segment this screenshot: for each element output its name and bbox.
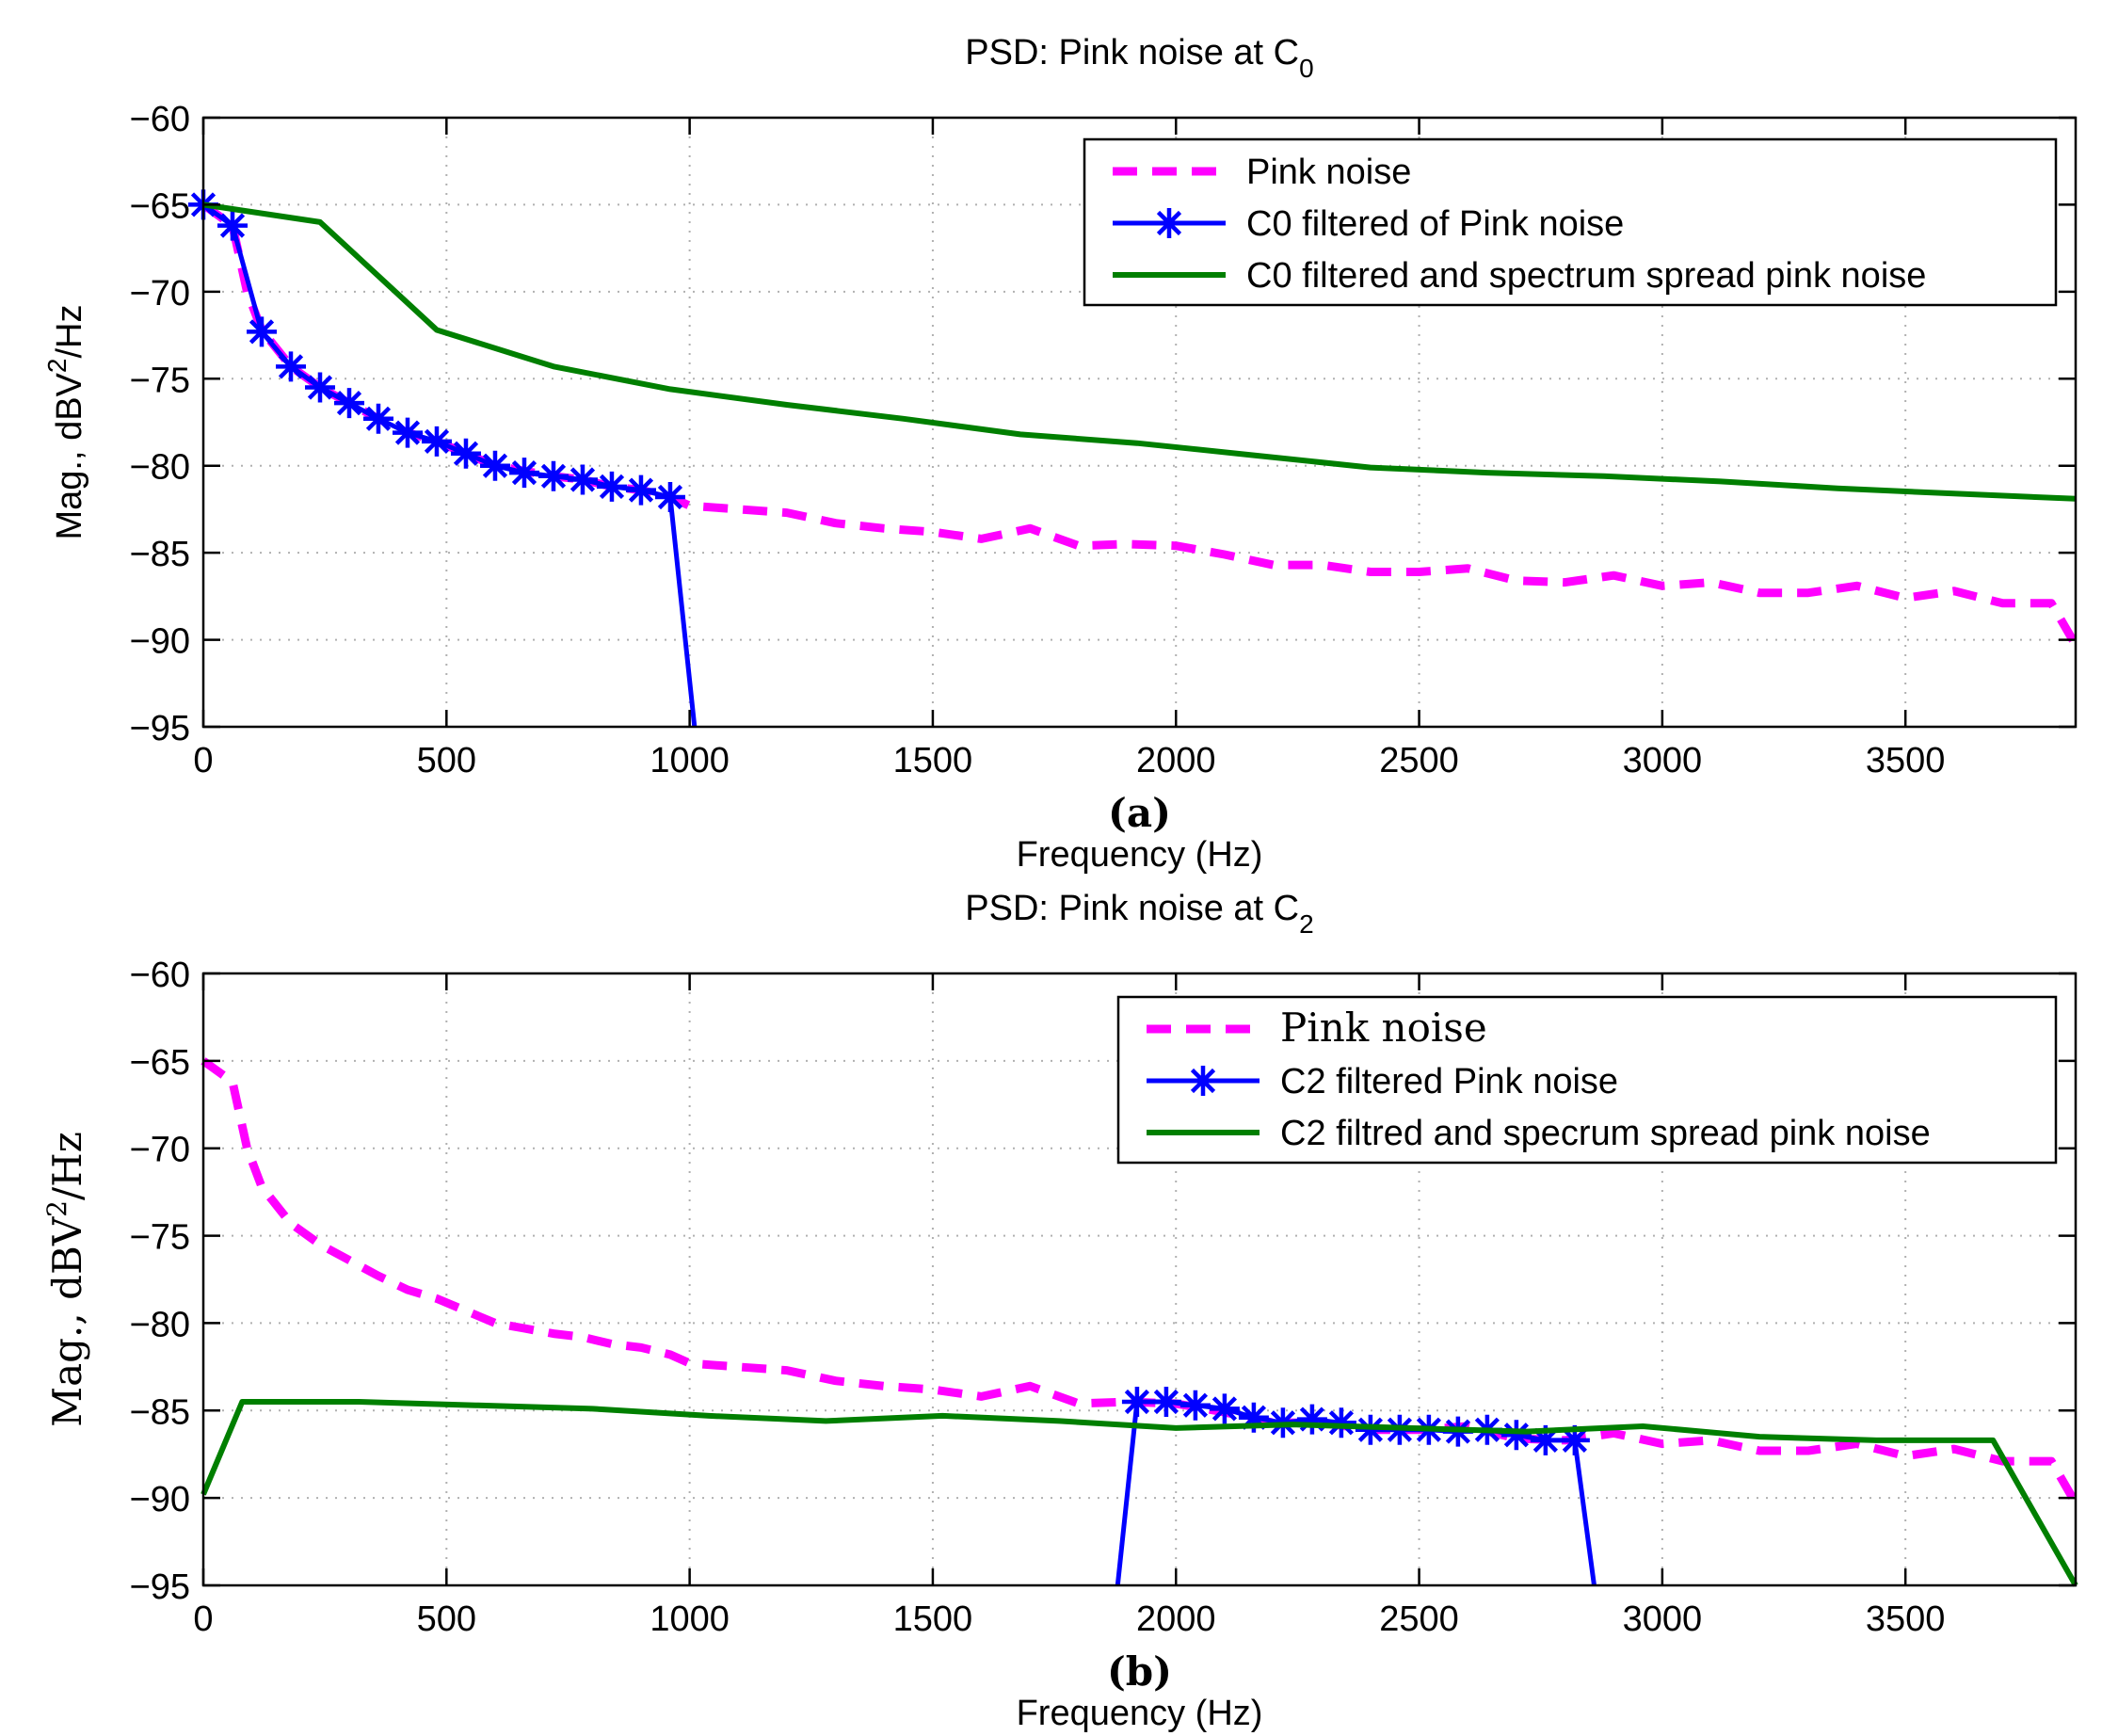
data-point-marker: [362, 403, 393, 434]
data-point-marker: [1530, 1424, 1561, 1455]
legend-label-1: Pink noise: [1246, 153, 1411, 192]
x-tick-label: 2500: [1379, 741, 1459, 780]
data-point-marker: [246, 316, 277, 347]
data-point-marker: [1121, 1387, 1152, 1417]
data-point-marker: [392, 417, 423, 448]
axes-box: [201, 972, 2078, 1587]
legend-marker: [1188, 1066, 1218, 1096]
y-axis-label-superscript: 2: [42, 359, 72, 374]
y-tick-label: −65: [130, 1043, 190, 1083]
y-tick-label: −90: [130, 622, 190, 662]
legend-label-3: C2 filtred and specrum spread pink noise: [1280, 1114, 1931, 1153]
data-point-marker: [1209, 1393, 1240, 1424]
data-point-marker: [1559, 1424, 1590, 1455]
data-point-marker: [567, 464, 598, 495]
y-axis-label: Mag., dBV2/Hz: [42, 305, 89, 540]
data-point-marker: [217, 210, 248, 241]
panel-a: 0 500 1000 1500 2000 2500 3000 3500 −60 −65 −70 −75…: [42, 33, 2079, 875]
x-tick-label: 1000: [650, 741, 730, 780]
data-point-marker: [1500, 1420, 1532, 1451]
axes-box: [201, 116, 2078, 729]
legend-label-2: C2 filtered Pink noise: [1280, 1062, 1618, 1101]
data-point-marker: [596, 471, 627, 502]
y-tick-label: −90: [130, 1480, 190, 1519]
x-tick-label: 2000: [1136, 1599, 1216, 1639]
x-tick-label: 500: [417, 1599, 476, 1639]
y-axis-label-suffix: /Hz: [50, 305, 89, 359]
x-tick-label: 2000: [1136, 741, 1216, 780]
series-line-1: [201, 1057, 2079, 1505]
series-line-3: [202, 201, 2077, 502]
chart-title-subscript: 2: [1299, 909, 1314, 939]
y-tick-label: −95: [130, 1567, 190, 1607]
x-tick-label: 0: [193, 741, 213, 780]
panel-b: 0 500 1000 1500 2000 2500 3000 3500 −60 −65 −70 −75…: [41, 889, 2079, 1733]
y-tick-label: −75: [130, 1218, 190, 1258]
data-point-marker: [508, 458, 539, 489]
legend: Pink noise C2 filtered Pink noise C2 filtr…: [1116, 995, 2058, 1165]
y-axis-label-text: Mag., dBV: [44, 1216, 90, 1427]
chart-title-text: PSD: Pink noise at C: [965, 889, 1299, 928]
chart-title: PSD: Pink noise at C0: [965, 33, 1313, 83]
data-point-marker: [479, 450, 510, 481]
legend-box: [1083, 137, 2058, 307]
data-point-marker: [1296, 1404, 1327, 1435]
y-axis-label: Mag., dBV2/Hz: [41, 1132, 90, 1427]
x-tick-label: 1000: [650, 1599, 730, 1639]
data-point-marker: [654, 481, 685, 512]
panel-label: (b): [1107, 1648, 1172, 1695]
chart-title-text: PSD: Pink noise at C: [965, 33, 1299, 72]
y-axis-label-superscript: 2: [41, 1200, 72, 1217]
series-line-3: [201, 1399, 2078, 1587]
legend: Pink noise C0 filtered of Pink noise C0 fi…: [1083, 137, 2058, 307]
y-tick-label: −80: [130, 1305, 190, 1344]
y-tick-label: −60: [130, 956, 190, 995]
legend-label-3: C0 filtered and spectrum spread pink noi…: [1246, 256, 1926, 296]
y-tick-label: −70: [130, 274, 190, 313]
x-tick-label: 1500: [893, 741, 973, 780]
y-tick-label: −75: [130, 361, 190, 400]
data-point-marker: [1238, 1402, 1269, 1433]
data-point-marker: [625, 474, 656, 506]
y-tick-label: −65: [130, 186, 190, 226]
legend-label-2: C0 filtered of Pink noise: [1246, 204, 1624, 244]
data-point-marker: [1150, 1387, 1181, 1417]
legend-marker: [1154, 208, 1184, 238]
data-point-marker: [333, 388, 364, 419]
x-tick-label: 3000: [1623, 741, 1703, 780]
legend-box: [1116, 995, 2058, 1165]
y-axis-label-suffix: /Hz: [44, 1132, 90, 1200]
data-point-marker: [538, 460, 569, 491]
x-tick-label: 2500: [1379, 1599, 1459, 1639]
data-point-marker: [450, 438, 481, 469]
y-axis-label-text: Mag., dBV: [50, 372, 89, 539]
data-point-marker: [275, 351, 306, 382]
x-tick-label: 500: [417, 741, 476, 780]
y-tick-label: −70: [130, 1131, 190, 1170]
data-point-marker: [421, 426, 452, 457]
x-tick-label: 3500: [1866, 1599, 1946, 1639]
data-point-marker: [1325, 1407, 1356, 1439]
y-tick-label: −85: [130, 535, 190, 574]
y-tick-label: −60: [130, 100, 190, 139]
chart-title: PSD: Pink noise at C2: [965, 889, 1313, 939]
data-point-marker: [1355, 1414, 1386, 1445]
y-tick-label: −85: [130, 1392, 190, 1432]
x-tick-label: 3500: [1866, 741, 1946, 780]
x-axis-label: Frequency (Hz): [1017, 835, 1263, 875]
panel-label: (a): [1108, 790, 1171, 836]
x-axis-label: Frequency (Hz): [1017, 1694, 1263, 1733]
x-tick-label: 0: [193, 1599, 213, 1639]
data-point-marker: [1179, 1390, 1211, 1421]
legend-label-1: Pink noise: [1280, 1005, 1487, 1051]
x-tick-label: 1500: [893, 1599, 973, 1639]
y-tick-label: −80: [130, 448, 190, 488]
y-tick-label: −95: [130, 709, 190, 748]
data-point-marker: [304, 372, 335, 403]
x-tick-label: 3000: [1623, 1599, 1703, 1639]
chart-title-subscript: 0: [1299, 54, 1314, 83]
